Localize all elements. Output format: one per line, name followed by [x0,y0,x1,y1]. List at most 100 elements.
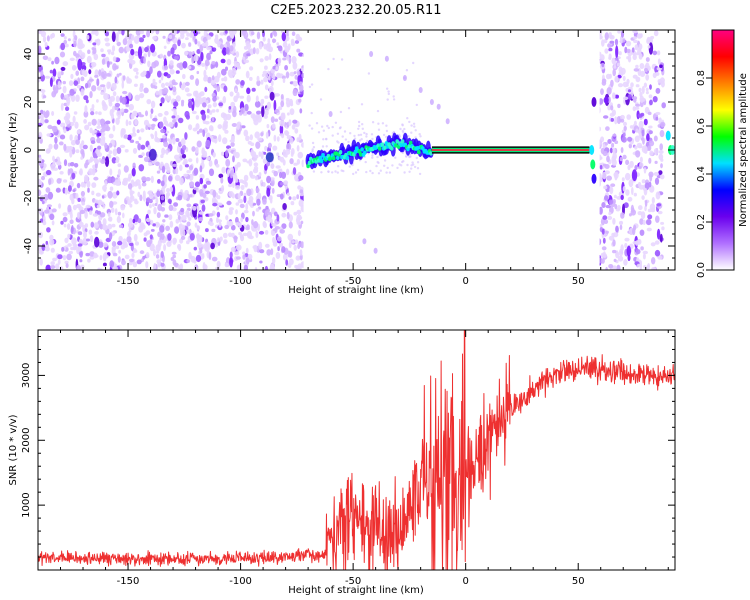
faint-speckle [320,125,324,128]
noise-speckle [210,80,216,85]
noise-speckle [259,58,264,63]
y-tick-label: 3000 [21,363,32,388]
noise-speckle [52,84,57,92]
noise-speckle [225,47,230,55]
noise-speckle [242,254,246,260]
edge-spot [589,145,595,155]
noise-speckle [184,164,189,168]
noise-speckle [299,108,303,114]
noise-speckle [60,42,66,51]
noise-speckle [660,158,664,162]
noise-speckle [118,72,122,76]
noise-speckle [612,199,616,204]
noise-speckle [288,221,293,229]
noise-speckle [138,164,145,172]
noise-speckle [605,204,611,209]
noise-speckle [282,149,286,157]
noise-speckle [649,150,654,156]
noise-speckle [73,66,77,70]
noise-speckle [163,149,169,154]
noise-speckle [617,255,624,262]
noise-speckle [170,47,175,55]
noise-speckle [655,111,661,116]
noise-speckle [196,70,200,75]
noise-speckle [652,72,657,79]
noise-speckle [643,167,647,174]
noise-speckle [235,202,240,206]
noise-speckle [639,262,643,270]
noise-speckle [50,163,56,171]
noise-speckle [216,195,221,200]
noise-speckle [162,219,166,223]
faint-speckle [326,124,329,128]
noise-speckle [267,214,272,223]
noise-speckle [257,114,262,123]
noise-speckle [602,150,608,157]
noise-speckle [142,194,146,202]
noise-speckle [197,41,201,47]
noise-speckle [279,120,285,127]
noise-speckle [224,129,229,134]
noise-speckle [272,38,276,44]
faint-speckle [402,75,407,81]
noise-speckle [177,39,181,47]
noise-speckle [619,157,623,162]
noise-speckle [228,45,234,52]
noise-speckle [150,43,156,53]
noise-speckle [640,246,644,251]
noise-speckle [654,177,660,185]
noise-speckle [240,107,246,115]
noise-speckle [57,259,61,265]
noise-speckle [38,135,42,140]
noise-speckle [160,195,165,201]
noise-speckle [171,79,176,86]
noise-speckle [234,251,240,256]
noise-speckle [114,266,118,270]
noise-speckle [101,100,106,107]
noise-speckle [270,163,275,170]
noise-speckle [608,264,614,269]
noise-speckle [243,195,247,204]
noise-speckle [174,55,179,60]
noise-speckle [109,260,115,268]
noise-speckle [164,175,168,184]
noise-speckle [285,71,290,79]
noise-speckle [159,225,165,233]
noise-speckle [223,114,228,121]
noise-speckle [641,129,645,137]
noise-speckle [149,66,153,74]
colorbar: 0.00.20.40.60.8 Normalized spectral ampl… [696,29,749,278]
noise-speckle [291,124,296,130]
faint-speckle [342,169,345,173]
noise-speckle [155,90,160,95]
noise-speckle [96,204,100,209]
noise-speckle [607,104,611,111]
noise-speckle [607,96,612,104]
noise-speckle [86,180,91,188]
noise-speckle [646,227,652,232]
noise-speckle [207,76,212,84]
faint-speckle [365,132,368,136]
noise-speckle [69,149,73,158]
noise-speckle [109,200,114,208]
noise-speckle [609,40,615,44]
faint-speckle [308,124,311,127]
noise-speckle [63,36,67,40]
noise-speckle [45,169,52,176]
noise-speckle [148,199,153,204]
noise-speckle [297,243,301,250]
y-tick-label: 20 [23,96,34,109]
noise-speckle [292,89,298,97]
noise-speckle [117,168,121,176]
noise-speckle [301,159,305,168]
noise-speckle [65,263,69,268]
noise-speckle [647,214,653,220]
noise-speckle [238,231,243,236]
noise-speckle [598,206,603,215]
noise-speckle [80,88,85,96]
noise-speckle [606,87,612,95]
noise-speckle [208,160,213,167]
noise-speckle [152,203,155,207]
noise-speckle [169,68,175,75]
